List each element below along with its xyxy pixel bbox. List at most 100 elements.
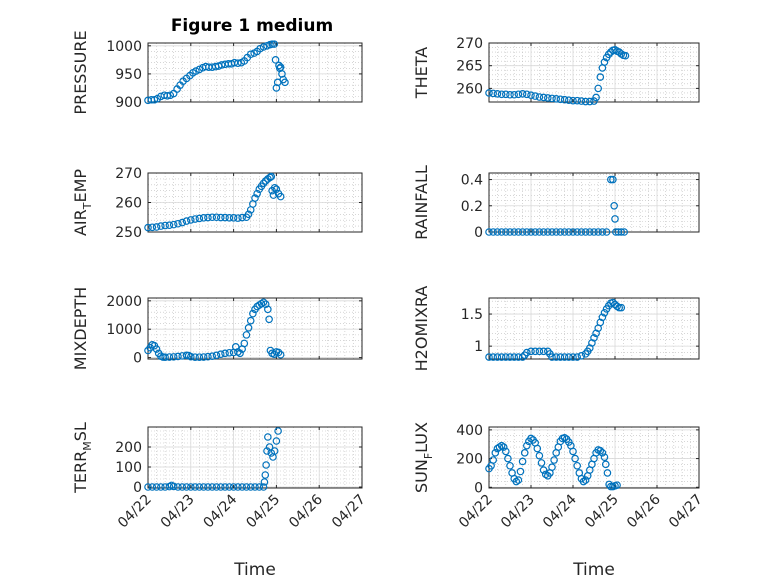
y-axis-label: RAINFALL (412, 165, 431, 240)
y-axis-label: TERRMSL (71, 422, 94, 494)
data-point (157, 483, 165, 491)
y-tick-label: 0 (474, 480, 483, 496)
data-point (253, 189, 261, 198)
data-point (606, 175, 615, 184)
data-point (600, 453, 609, 461)
data-point (187, 216, 195, 224)
data-point (152, 483, 161, 491)
data-point (548, 353, 556, 361)
data-point (556, 228, 565, 236)
data-point (506, 461, 514, 470)
y-tick-label: 0.4 (461, 173, 483, 189)
x-tick-label: 04/27 (329, 492, 369, 532)
data-point (609, 175, 617, 184)
x-tick-label: 04/22 (115, 492, 155, 532)
data-point (510, 90, 519, 99)
data-point (221, 349, 229, 358)
data-point (522, 348, 531, 357)
data-point (236, 349, 244, 358)
data-point (514, 90, 523, 99)
axes-box (147, 42, 363, 103)
data-point (543, 228, 552, 236)
panel-theta: 260 265 270 THETA (412, 36, 700, 106)
data-point (169, 220, 178, 229)
data-point (187, 352, 195, 361)
data-point (617, 228, 626, 236)
data-point (552, 95, 561, 103)
data-point (272, 185, 281, 194)
data-point (148, 223, 157, 232)
data-point (590, 334, 598, 342)
data-point (535, 93, 544, 101)
plot-area (489, 298, 699, 359)
data-point (244, 323, 253, 332)
data-point (522, 441, 531, 450)
data-point (191, 353, 199, 361)
data-point (191, 215, 199, 223)
data-point (585, 228, 594, 236)
data-point (259, 298, 268, 307)
data-point (590, 228, 598, 236)
data-point (600, 58, 609, 66)
data-point (144, 483, 152, 491)
y-tick-label: 0 (474, 225, 483, 241)
series-markers (144, 298, 285, 361)
data-point (234, 214, 242, 222)
data-point (543, 94, 552, 102)
data-point (560, 433, 569, 442)
data-point (604, 50, 613, 59)
x-tick-label: 04/23 (158, 492, 198, 532)
figure-title: Figure 1 medium (171, 16, 333, 36)
data-point (548, 228, 556, 236)
data-point (174, 483, 182, 491)
data-point (261, 471, 270, 479)
data-point (178, 483, 187, 491)
data-point (187, 483, 195, 491)
data-point (229, 483, 238, 491)
data-point (531, 92, 540, 100)
data-point (560, 353, 569, 361)
data-point (493, 353, 502, 361)
data-point (268, 40, 276, 48)
data-point (265, 315, 273, 324)
data-point (510, 228, 519, 236)
y-tick-label: 1 (474, 339, 483, 355)
data-point (270, 40, 279, 48)
panel-air_temp: 250 260 270 AIRTEMP (71, 166, 363, 241)
data-point (497, 441, 506, 450)
data-point (489, 89, 498, 98)
data-point (259, 43, 268, 51)
data-point (169, 353, 178, 361)
axes-box (488, 42, 700, 103)
data-point (485, 89, 493, 97)
data-point (600, 308, 609, 317)
data-point (165, 221, 174, 230)
data-point (246, 483, 255, 491)
data-point (195, 483, 204, 491)
data-point (208, 483, 217, 491)
data-point (274, 348, 283, 357)
data-point (182, 483, 191, 491)
x-tick-label: 04/23 (498, 492, 538, 532)
y-tick-label: 260 (456, 81, 483, 97)
data-point (527, 91, 535, 99)
axes-box (488, 172, 700, 233)
data-point (522, 90, 531, 99)
data-point (266, 173, 274, 182)
x-tick-label: 04/25 (243, 492, 283, 532)
data-point (535, 347, 544, 356)
x-axis-label: Time (572, 560, 615, 580)
data-point (569, 353, 577, 361)
series-markers (485, 433, 621, 491)
panel-pressure: 900 950 1000 PRESSURE (71, 30, 363, 115)
data-point (506, 90, 514, 99)
y-axis-label: H2OMIXRA (412, 286, 431, 372)
data-point (541, 470, 550, 479)
data-point (585, 97, 594, 106)
data-point (556, 353, 565, 361)
data-point (246, 316, 255, 325)
data-point (216, 350, 225, 358)
data-point (535, 451, 544, 460)
data-point (276, 192, 285, 201)
data-point (518, 228, 527, 236)
